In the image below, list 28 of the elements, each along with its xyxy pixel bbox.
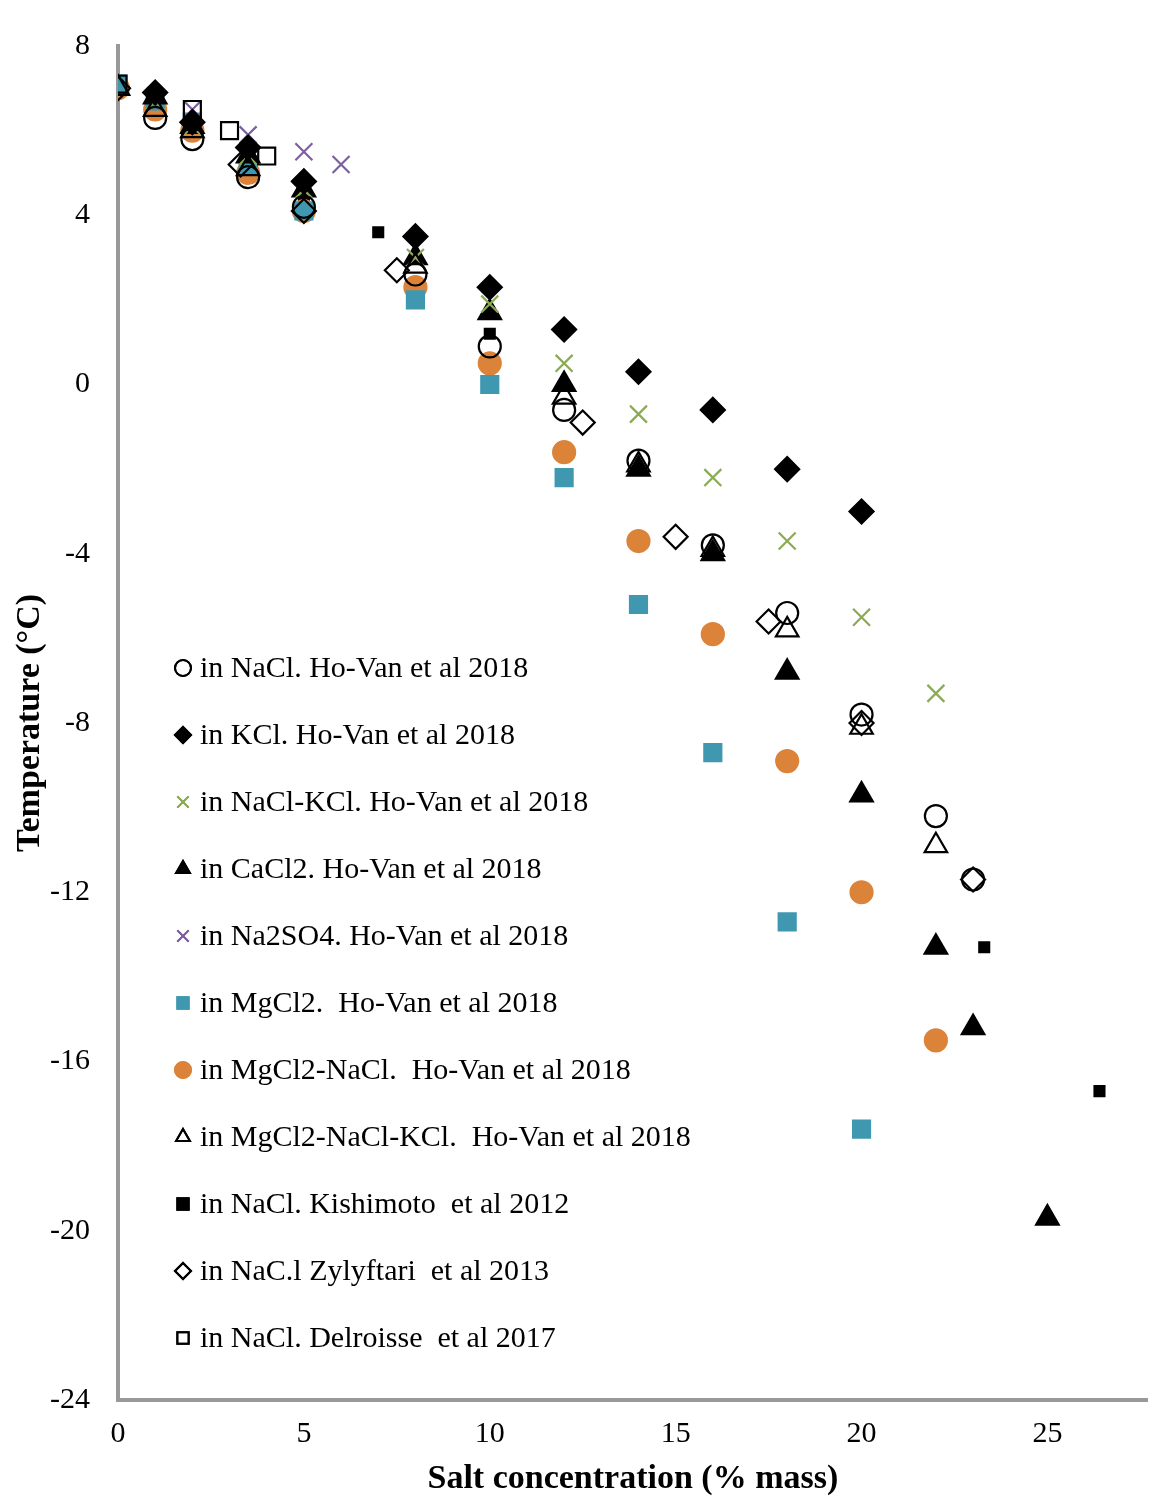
x-tick-label: 5 bbox=[296, 1414, 312, 1448]
x-tick-label: 20 bbox=[846, 1414, 877, 1448]
y-tick-label: -12 bbox=[50, 873, 90, 907]
legend-label: in MgCl2-NaCl-KCl. Ho-Van et al 2018 bbox=[200, 1118, 691, 1152]
x-tick-label: 0 bbox=[110, 1414, 126, 1448]
legend-label: in Na2SO4. Ho-Van et al 2018 bbox=[200, 917, 569, 951]
y-tick-label: -16 bbox=[50, 1042, 90, 1076]
x-tick-label: 25 bbox=[1032, 1414, 1063, 1448]
legend-label: in MgCl2. Ho-Van et al 2018 bbox=[200, 984, 558, 1018]
legend-label: in NaCl. Ho-Van et al 2018 bbox=[200, 649, 529, 683]
legend-label: in MgCl2-NaCl. Ho-Van et al 2018 bbox=[200, 1051, 631, 1085]
y-tick-label: -8 bbox=[65, 703, 90, 737]
y-tick-label: 4 bbox=[75, 196, 90, 230]
legend-label: in CaCl2. Ho-Van et al 2018 bbox=[200, 850, 542, 884]
legend-label: in NaCl. Delroisse et al 2017 bbox=[200, 1319, 556, 1353]
legend-label: in NaCl-KCl. Ho-Van et al 2018 bbox=[200, 783, 589, 817]
x-axis-title: Salt concentration (% mass) bbox=[427, 1458, 839, 1497]
legend-label: in KCl. Ho-Van et al 2018 bbox=[200, 716, 515, 750]
y-tick-label: -24 bbox=[50, 1380, 90, 1414]
y-tick-label: 8 bbox=[75, 26, 90, 60]
y-tick-label: 0 bbox=[75, 365, 90, 399]
y-tick-label: -20 bbox=[50, 1211, 90, 1245]
legend-label: in NaCl. Kishimoto et al 2012 bbox=[200, 1185, 570, 1219]
y-tick-label: -4 bbox=[65, 534, 90, 568]
legend-label: in NaC.l Zylyftari et al 2013 bbox=[200, 1252, 550, 1286]
x-tick-label: 15 bbox=[660, 1414, 691, 1448]
y-axis-title: Temperature (°C) bbox=[9, 593, 48, 853]
x-tick-label: 10 bbox=[474, 1414, 505, 1448]
